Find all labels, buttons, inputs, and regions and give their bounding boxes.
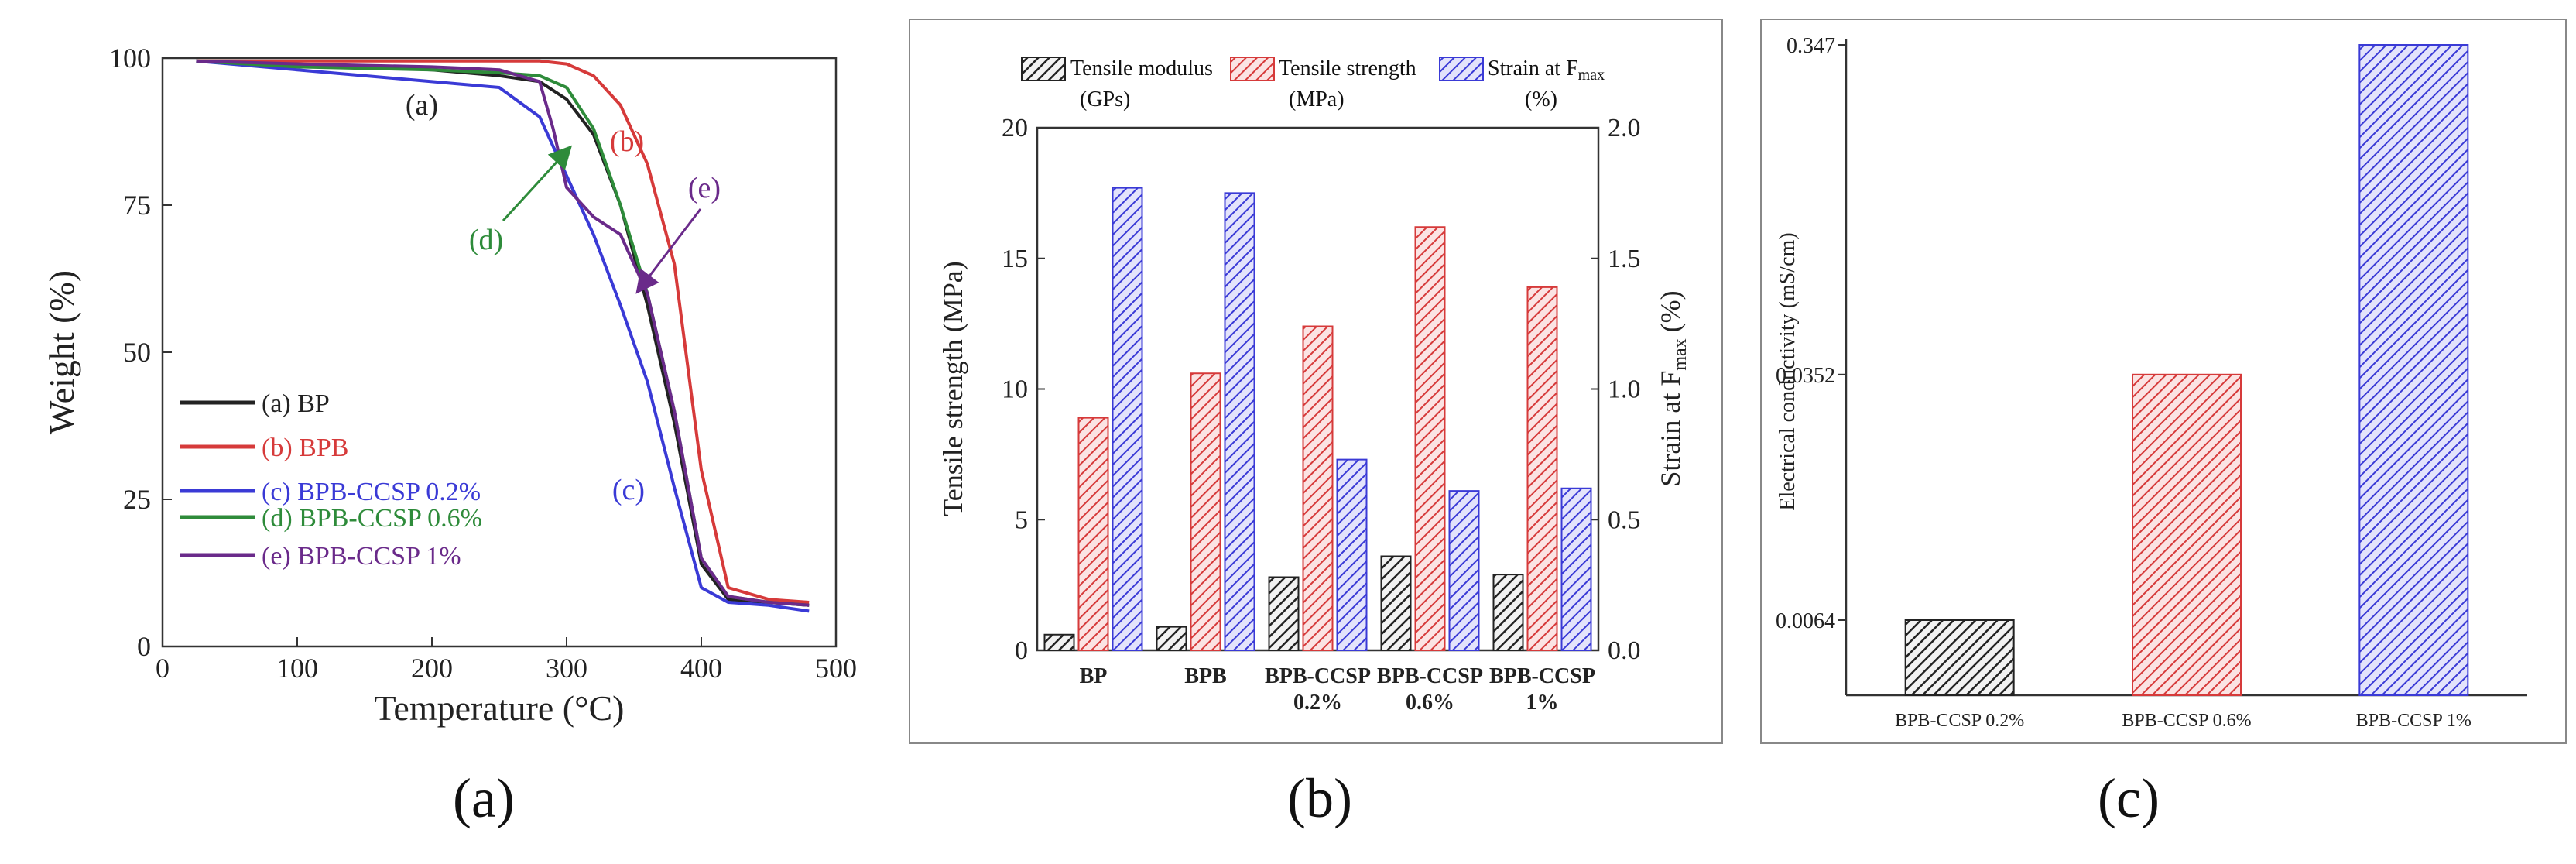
caption-a: (a) <box>453 767 515 829</box>
legend-label-b: (b) BPB <box>262 434 348 462</box>
panel-b-legend: Tensile modulus (GPs) Tensile strength (… <box>1021 57 1605 111</box>
b-ytick-label: 5 <box>1015 506 1028 534</box>
b-ytick-label: 15 <box>1002 245 1028 273</box>
bar-strength <box>1526 286 1558 651</box>
b-ytick-label: 10 <box>1002 375 1028 404</box>
a-xtick-label: 500 <box>815 653 857 684</box>
bar-strain <box>1336 458 1368 651</box>
legend-label-a: (a) BP <box>262 389 330 418</box>
b-category-label: 1% <box>1526 691 1559 715</box>
b-category-label: 0.6% <box>1406 691 1454 715</box>
legend-label-d: (d) BPB-CCSP 0.6% <box>262 504 482 533</box>
b-category-label: BPB-CCSP <box>1265 664 1371 688</box>
annotation-d-arrow <box>502 145 573 222</box>
conductivity-bar <box>2358 44 2469 696</box>
caption-b: (b) <box>1287 767 1352 829</box>
b-category-label: BPB <box>1184 664 1226 688</box>
panel-b-ylabel: Tensile strength (MPa) <box>937 261 968 516</box>
a-xtick-label: 400 <box>680 653 722 684</box>
legend-label-strength: Tensile strength <box>1279 57 1416 81</box>
panel-c-ylabel: Electrical conductivity (mS/cm) <box>1776 232 1800 510</box>
legend-swatch-strain <box>1439 57 1484 81</box>
panel-a-legend: (a) BP (b) BPB (c) BPB-CCSP 0.2% (d) BPB… <box>180 389 482 571</box>
b-y2tick-label: 0.5 <box>1608 506 1641 534</box>
bar-strain <box>1448 490 1480 651</box>
panel-a-xlabel: Temperature (°C) <box>375 688 625 728</box>
c-ytick-label: 0.0064 <box>1776 609 1835 633</box>
c-category-label: BPB-CCSP 0.2% <box>1895 711 2024 731</box>
annotation-b: (b) <box>610 125 644 158</box>
a-ytick-label: 100 <box>109 43 151 74</box>
a-ytick-label: 75 <box>123 190 151 221</box>
bar-modulus <box>1268 576 1300 651</box>
b-ytick-label: 0 <box>1015 636 1028 665</box>
a-xtick-label: 300 <box>546 653 587 684</box>
legend-unit-strain: (%) <box>1525 87 1557 111</box>
a-xtick-label: 200 <box>411 653 453 684</box>
conductivity-bar <box>1904 619 2015 696</box>
b-ytick-label: 20 <box>1002 114 1028 142</box>
legend-unit-strength: (MPa) <box>1289 87 1345 111</box>
bar-strain <box>1112 187 1143 651</box>
c-category-label: BPB-CCSP 0.6% <box>2122 711 2251 731</box>
legend-label-modulus: Tensile modulus <box>1070 57 1213 81</box>
legend-swatch-strength <box>1230 57 1275 81</box>
bar-strength <box>1190 372 1221 651</box>
panel-a-ylabel: Weight (%) <box>42 270 81 434</box>
a-ytick-label: 0 <box>137 631 151 662</box>
panel-c-conductivity-chart: 0.0064 0.0352 0.347 BPB-CCSP 0.2% BPB-CCSP … <box>1760 19 2567 744</box>
legend-label-c: (c) BPB-CCSP 0.2% <box>262 478 481 506</box>
legend-label-strain-sub: max <box>1578 67 1605 84</box>
bar-modulus <box>1156 626 1187 651</box>
panel-c-border <box>1760 19 2567 744</box>
a-xtick-label: 0 <box>156 653 170 684</box>
bar-strain <box>1560 487 1592 651</box>
annotation-e: (e) <box>688 172 721 204</box>
panel-b-y2label-sub: max <box>1670 338 1690 370</box>
a-ytick-label: 50 <box>123 337 151 368</box>
legend-swatch-modulus <box>1021 57 1066 81</box>
b-category-label: BPB-CCSP <box>1489 664 1595 688</box>
caption-c: (c) <box>2098 767 2160 829</box>
b-category-label: BP <box>1080 664 1108 688</box>
bar-strength <box>1077 417 1109 651</box>
tga-curve-b <box>196 59 810 604</box>
b-y2tick-label: 0.0 <box>1608 636 1641 665</box>
bar-modulus <box>1043 633 1075 651</box>
bar-modulus <box>1380 555 1412 651</box>
annotation-d: (d) <box>469 224 503 256</box>
panel-a-tga-chart: 0 100 200 300 400 500 0 25 50 75 100 Temperature (… <box>42 43 857 728</box>
a-ytick-label: 25 <box>123 484 151 515</box>
b-y2tick-label: 2.0 <box>1608 114 1641 142</box>
legend-label-strain: Strain at Fmax <box>1488 57 1605 84</box>
c-ytick-label: 0.0352 <box>1776 364 1835 388</box>
b-y2tick-label: 1.0 <box>1608 375 1641 404</box>
b-category-label: BPB-CCSP <box>1377 664 1483 688</box>
tga-curve-e <box>196 59 810 607</box>
bar-strength <box>1414 226 1446 651</box>
panel-b-y2label-main: Strain at F <box>1655 371 1686 487</box>
panel-b-y2label: Strain at Fmax (%) <box>1655 290 1690 486</box>
b-category-label: 0.2% <box>1293 691 1342 715</box>
tga-curve-c <box>196 59 810 613</box>
annotation-c: (c) <box>612 474 645 506</box>
b-y2tick-label: 1.5 <box>1608 245 1641 273</box>
bar-modulus <box>1492 574 1524 651</box>
conductivity-bar <box>2132 373 2242 696</box>
panel-b-y2label-unit: (%) <box>1655 290 1686 332</box>
legend-label-strain-main: Strain at F <box>1488 57 1578 81</box>
a-xtick-label: 100 <box>276 653 318 684</box>
panel-b-mechanical-chart: 0 5 10 15 20 0.0 0.5 1.0 1.5 2.0 BP BPB BPB-CCSP 0.2… <box>909 19 1723 744</box>
annotation-e-arrow <box>635 208 702 294</box>
panel-b-border <box>909 19 1723 744</box>
bar-strength <box>1302 325 1334 651</box>
legend-label-e: (e) BPB-CCSP 1% <box>262 542 461 571</box>
c-ytick-label: 0.347 <box>1786 34 1835 58</box>
bar-strain <box>1224 192 1255 651</box>
c-category-label: BPB-CCSP 1% <box>2356 711 2472 731</box>
annotation-a: (a) <box>406 89 438 122</box>
legend-unit-modulus: (GPs) <box>1080 87 1130 111</box>
